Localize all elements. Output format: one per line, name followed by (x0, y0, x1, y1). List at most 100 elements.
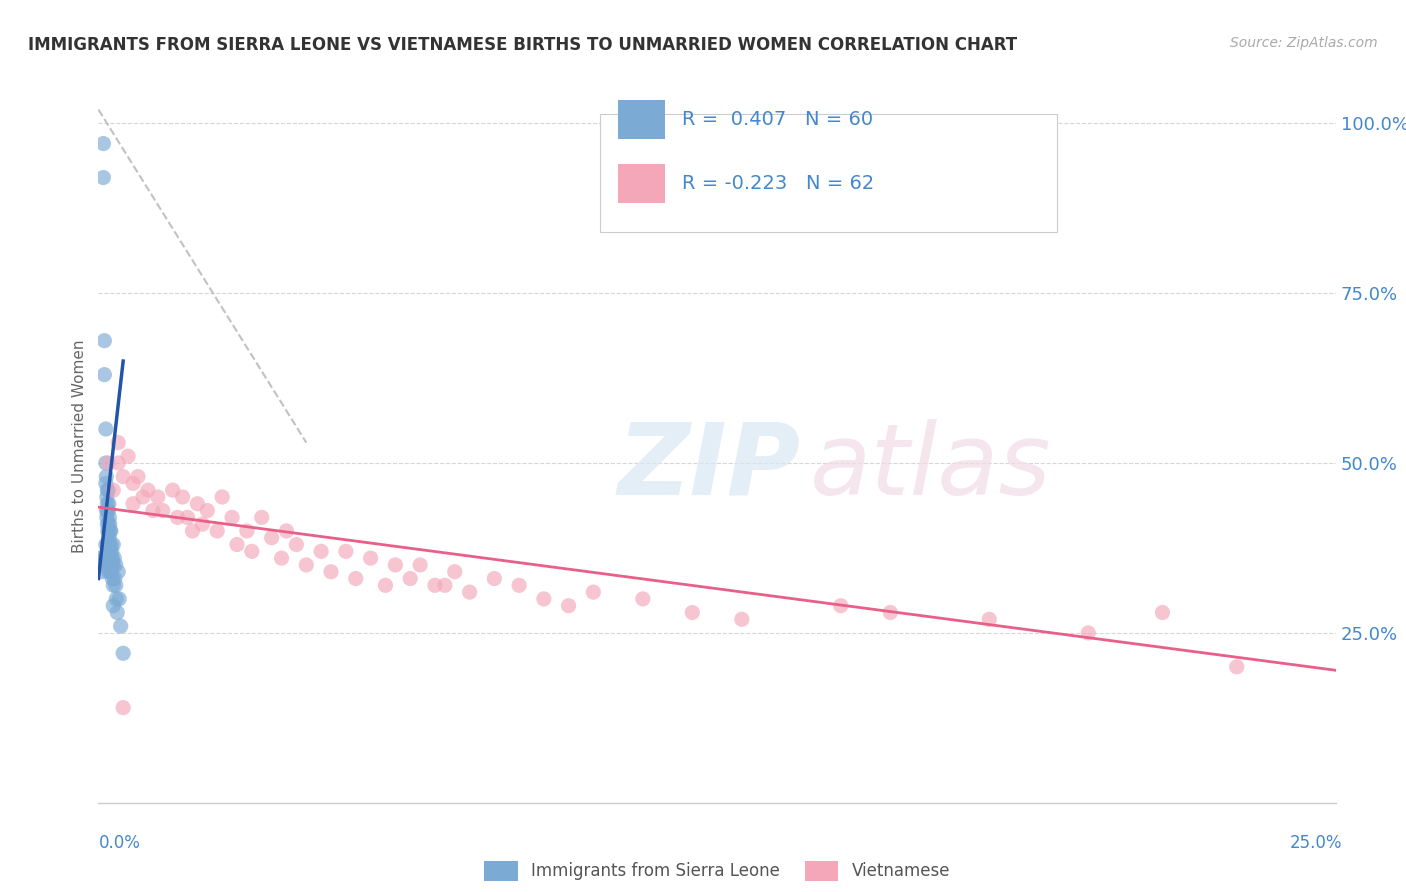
Point (136, 483, 159, 498)
Point (94, 456, 117, 470)
Point (1226, 660, 1249, 674)
Point (433, 578, 456, 592)
Point (103, 558, 125, 572)
Point (108, 591, 131, 606)
Point (96, 510, 118, 524)
Point (681, 606, 703, 620)
Point (205, 524, 228, 538)
Point (533, 591, 555, 606)
Point (103, 537, 125, 551)
Text: R =  0.407   N = 60: R = 0.407 N = 60 (682, 110, 873, 128)
Point (93, 368, 115, 382)
Point (96, 497, 118, 511)
Point (236, 524, 259, 538)
Point (98, 531, 121, 545)
Point (176, 510, 198, 524)
Point (211, 490, 233, 504)
Point (186, 497, 208, 511)
Point (105, 591, 128, 606)
Point (100, 558, 122, 572)
Point (97, 517, 120, 532)
Point (127, 469, 149, 483)
Point (104, 558, 127, 572)
Point (97, 524, 120, 538)
Point (97, 524, 120, 538)
Point (443, 565, 465, 579)
Point (295, 558, 318, 572)
Point (90, 551, 112, 566)
Point (96, 537, 118, 551)
Point (172, 490, 194, 504)
Point (191, 517, 214, 532)
Point (107, 435, 129, 450)
Point (458, 585, 481, 599)
Point (103, 599, 125, 613)
Point (508, 578, 530, 592)
Point (98, 551, 121, 566)
Point (830, 599, 852, 613)
Point (96, 503, 118, 517)
Point (101, 544, 124, 558)
Point (94, 537, 117, 551)
Point (93, 334, 115, 348)
Text: atlas: atlas (810, 419, 1052, 516)
Point (112, 700, 135, 714)
Point (96, 483, 118, 498)
Point (979, 612, 1001, 626)
Point (152, 503, 174, 517)
Point (582, 585, 605, 599)
Point (105, 606, 128, 620)
Point (250, 510, 273, 524)
Point (97, 558, 120, 572)
Point (276, 524, 298, 538)
Point (117, 449, 139, 463)
Text: 25.0%: 25.0% (1291, 834, 1343, 852)
Point (98, 537, 121, 551)
Point (104, 572, 127, 586)
Point (104, 578, 127, 592)
Point (103, 483, 125, 498)
Point (409, 558, 432, 572)
Point (879, 606, 901, 620)
Point (285, 537, 308, 551)
Point (309, 544, 332, 558)
Point (94, 551, 117, 566)
Text: ZIP: ZIP (619, 419, 801, 516)
Point (100, 551, 122, 566)
Point (181, 524, 204, 538)
Point (98, 517, 121, 532)
Point (344, 572, 367, 586)
Point (240, 544, 263, 558)
Point (132, 490, 155, 504)
Point (142, 503, 165, 517)
Point (557, 599, 579, 613)
Text: R = -0.223   N = 62: R = -0.223 N = 62 (682, 174, 875, 193)
Point (195, 503, 218, 517)
Point (399, 572, 422, 586)
Point (122, 497, 145, 511)
Point (101, 551, 124, 566)
Point (98, 544, 121, 558)
Point (97, 497, 120, 511)
Point (423, 578, 446, 592)
Point (384, 558, 406, 572)
FancyBboxPatch shape (599, 114, 1057, 232)
Point (94, 476, 117, 491)
Point (122, 476, 145, 491)
Point (97, 503, 120, 517)
Point (731, 612, 754, 626)
Point (97, 537, 120, 551)
Text: IMMIGRANTS FROM SIERRA LEONE VS VIETNAMESE BIRTHS TO UNMARRIED WOMEN CORRELATION: IMMIGRANTS FROM SIERRA LEONE VS VIETNAME… (28, 36, 1018, 54)
Point (270, 551, 292, 566)
Text: Source: ZipAtlas.com: Source: ZipAtlas.com (1230, 36, 1378, 50)
Point (96, 490, 118, 504)
Point (1152, 606, 1174, 620)
Point (98, 565, 121, 579)
Point (94, 422, 117, 436)
Point (260, 531, 283, 545)
Point (98, 524, 121, 538)
Text: 0.0%: 0.0% (98, 834, 141, 852)
Point (226, 537, 249, 551)
Point (107, 565, 129, 579)
Point (107, 456, 129, 470)
